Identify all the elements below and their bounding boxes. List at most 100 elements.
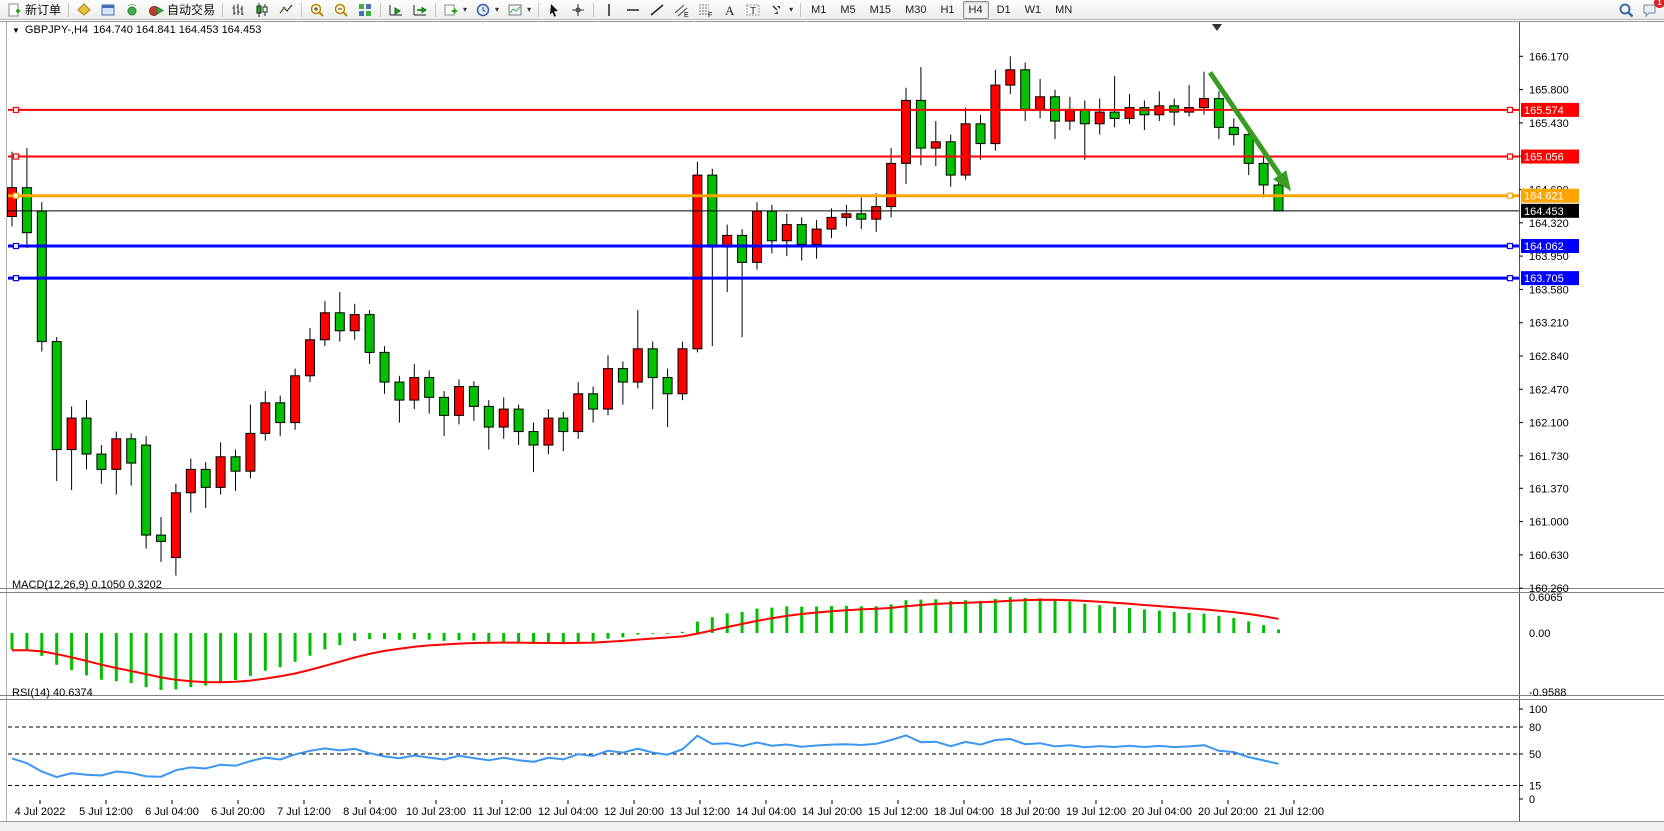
date-label: 12 Jul 20:00 [604, 806, 664, 818]
timeframe-button-h4[interactable]: H4 [962, 0, 989, 19]
svg-text:T: T [750, 6, 756, 17]
dropdown-caret-icon[interactable]: ▾ [789, 5, 794, 14]
chart-shift-marker-icon[interactable] [1212, 24, 1222, 31]
tile-windows-button[interactable] [353, 0, 377, 20]
zoom-in-icon [310, 3, 324, 17]
svg-text:E: E [684, 12, 689, 18]
candlestick [111, 438, 122, 470]
line-handle[interactable] [1506, 106, 1514, 114]
candlestick [424, 377, 435, 398]
toolbar-separator [380, 2, 382, 17]
auto-trading-button[interactable]: 自动交易 [144, 0, 219, 20]
trendline-button[interactable] [645, 0, 669, 20]
timeframe-button-m30[interactable]: M30 [905, 3, 927, 16]
candlestick [1139, 107, 1150, 116]
indicators-icon [444, 4, 458, 15]
line-handle[interactable] [1506, 275, 1514, 282]
line-handle[interactable] [12, 275, 20, 282]
candlestick [349, 314, 360, 332]
timeframe-button-w1[interactable]: W1 [1024, 3, 1042, 16]
indicators-button[interactable]: ▾ [439, 0, 471, 20]
price-tick-label: 162.470 [1529, 384, 1569, 396]
zoom-in-button[interactable] [305, 0, 329, 20]
auto-scroll-button[interactable] [384, 0, 408, 20]
date-label: 13 Jul 12:00 [670, 806, 730, 818]
metaeditor-button[interactable] [72, 0, 96, 20]
hline-button[interactable] [621, 0, 645, 20]
candlestick [81, 417, 92, 455]
text-button[interactable]: A [717, 0, 741, 20]
timeframe-button-m5[interactable]: M5 [840, 3, 856, 16]
macd-signal-line [12, 598, 1279, 684]
date-label: 6 Jul 20:00 [211, 806, 265, 818]
metaeditor-icon [77, 2, 91, 16]
price-tick-label: 160.260 [1529, 583, 1569, 595]
candlestick [826, 216, 837, 230]
label-button[interactable]: T [741, 0, 765, 20]
periods-button[interactable]: ▾ [471, 0, 503, 20]
timeframe-button-m15[interactable]: M15 [869, 3, 892, 16]
candlestick [647, 348, 658, 379]
cursor-button[interactable] [542, 0, 566, 20]
auto-scroll-icon [389, 4, 403, 15]
line-handle[interactable] [1506, 242, 1514, 250]
market-watch-button[interactable] [96, 0, 120, 20]
candlestick-chart-icon [256, 2, 268, 17]
zoom-out-icon [334, 3, 348, 17]
template-button[interactable]: ▾ [503, 0, 535, 20]
chat-button[interactable]: 1 [1638, 0, 1664, 20]
label-icon: T [746, 4, 760, 17]
trend-arrow-head[interactable] [1273, 170, 1291, 192]
line-chart-button[interactable] [274, 0, 298, 20]
candlestick [617, 368, 628, 383]
fibonacci-button[interactable]: F [693, 0, 717, 20]
zoom-out-button[interactable] [329, 0, 353, 20]
line-handle[interactable] [12, 153, 20, 160]
market-watch-icon [101, 4, 115, 15]
arrows-button[interactable]: ▾ [765, 0, 797, 20]
line-handle[interactable] [12, 106, 20, 114]
candlestick [677, 348, 688, 395]
candlestick-chart-button[interactable] [250, 0, 274, 20]
candlestick [1109, 111, 1120, 119]
chart-shift-button[interactable] [408, 0, 432, 20]
line-handle[interactable] [1506, 153, 1514, 160]
new-order-button[interactable]: 新订单 [2, 0, 65, 20]
timeframe-button-d1[interactable]: D1 [996, 3, 1011, 16]
line-handle[interactable] [1506, 192, 1514, 199]
candlestick [126, 438, 137, 464]
date-label: 10 Jul 23:00 [406, 806, 466, 818]
timeframe-button-m1[interactable]: M1 [811, 3, 827, 16]
vline-button[interactable] [597, 0, 621, 20]
search-button[interactable] [1614, 0, 1638, 20]
candlestick [752, 210, 762, 263]
channel-button[interactable]: E [669, 0, 693, 20]
candlestick [781, 224, 792, 242]
signals-button[interactable] [120, 0, 144, 20]
price-tick-label: 162.100 [1529, 418, 1569, 430]
dropdown-caret-icon[interactable]: ▾ [463, 5, 468, 14]
timeframe-button-mn[interactable]: MN [1055, 3, 1073, 16]
candlestick [543, 417, 554, 446]
chart-area[interactable]: 166.170165.800165.430165.060164.690164.3… [0, 20, 1664, 831]
vline-icon [608, 3, 610, 16]
bar-chart-button[interactable] [226, 0, 250, 20]
candlestick [528, 431, 539, 446]
line-handle[interactable] [12, 242, 20, 250]
price-badge-label: 165.574 [1524, 105, 1564, 117]
line-handle[interactable] [12, 192, 20, 199]
dropdown-caret-icon[interactable]: ▾ [495, 5, 500, 14]
macd-axis-label: 0.6065 [1529, 592, 1563, 604]
price-badge-label: 164.453 [1524, 206, 1564, 218]
date-label: 5 Jul 12:00 [79, 806, 133, 818]
trend-arrow-line[interactable] [1207, 71, 1282, 177]
dropdown-caret-icon[interactable]: ▾ [527, 5, 532, 14]
timeframe-button-h1[interactable]: H1 [940, 3, 955, 16]
candlestick [245, 432, 256, 472]
rsi-axis-label: 15 [1529, 781, 1541, 793]
macd-axis-label: 0.00 [1529, 628, 1550, 640]
rsi-axis-label: 80 [1529, 722, 1541, 734]
crosshair-button[interactable] [566, 0, 590, 20]
candlestick [796, 224, 807, 245]
candlestick [394, 381, 405, 401]
